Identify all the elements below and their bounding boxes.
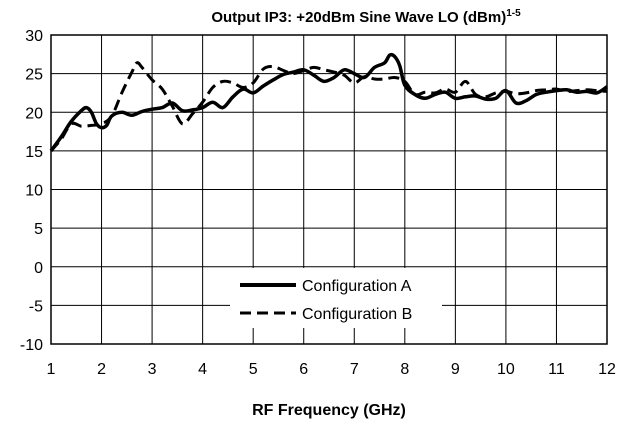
series-line-configuration-a xyxy=(49,52,608,152)
y-tick-label: 25 xyxy=(25,67,43,84)
y-axis-tick-labels: -10 -5 0 5 10 15 20 25 30 xyxy=(20,28,43,354)
x-tick-label: 10 xyxy=(497,361,515,378)
y-tick-label: 15 xyxy=(25,144,43,161)
y-tick-label: -5 xyxy=(29,298,43,315)
y-tick-label: 10 xyxy=(25,183,43,200)
y-tick-label: 30 xyxy=(25,28,43,45)
x-tick-label: 8 xyxy=(400,361,409,378)
chart-title-text: Output IP3: +20dBm Sine Wave LO (dBm)1-5 xyxy=(211,8,521,26)
x-tick-label: 9 xyxy=(451,361,460,378)
x-tick-label: 6 xyxy=(299,361,308,378)
x-tick-label: 5 xyxy=(249,361,258,378)
y-tick-label: 5 xyxy=(34,221,43,238)
legend: Configuration A Configuration B xyxy=(230,268,442,328)
y-tick-label: 20 xyxy=(25,105,43,122)
chart-title: Output IP3: +20dBm Sine Wave LO (dBm)1-5 xyxy=(211,8,521,26)
x-tick-label: 11 xyxy=(548,361,565,378)
x-tick-label: 1 xyxy=(47,361,56,378)
x-tick-label: 2 xyxy=(97,361,106,378)
chart-title-superscript: 1-5 xyxy=(506,8,521,19)
chart-title-main: Output IP3: +20dBm Sine Wave LO (dBm) xyxy=(211,9,506,26)
x-axis-label: RF Frequency (GHz) xyxy=(252,402,406,419)
x-tick-label: 7 xyxy=(350,361,359,378)
x-tick-label: 4 xyxy=(198,361,207,378)
legend-label-configuration-a: Configuration A xyxy=(302,278,412,295)
x-axis-tick-labels: 1 2 3 4 5 6 7 8 9 10 11 12 xyxy=(47,361,616,378)
legend-box xyxy=(230,268,442,328)
series-line-configuration-b xyxy=(49,61,608,152)
legend-label-configuration-b: Configuration B xyxy=(302,306,412,323)
y-tick-label: 0 xyxy=(34,260,43,277)
y-tick-label: -10 xyxy=(20,337,43,354)
x-tick-label: 12 xyxy=(598,361,616,378)
x-tick-label: 3 xyxy=(148,361,157,378)
series-lines xyxy=(49,52,608,152)
